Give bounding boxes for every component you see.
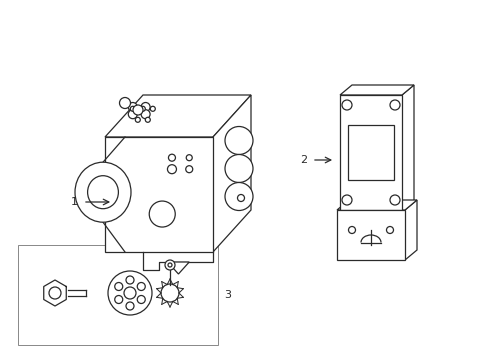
Circle shape — [150, 106, 155, 111]
Circle shape — [161, 284, 179, 302]
Polygon shape — [167, 262, 189, 274]
Circle shape — [145, 117, 150, 122]
Circle shape — [115, 283, 122, 291]
Circle shape — [126, 302, 134, 310]
Polygon shape — [404, 200, 416, 260]
Circle shape — [137, 296, 145, 303]
Polygon shape — [339, 85, 413, 95]
Bar — [347, 125, 393, 180]
Polygon shape — [336, 210, 404, 260]
Text: 3: 3 — [224, 290, 230, 300]
Circle shape — [126, 276, 134, 284]
Text: 1: 1 — [71, 197, 78, 207]
Circle shape — [128, 110, 137, 119]
Circle shape — [186, 155, 192, 161]
Polygon shape — [339, 95, 401, 210]
Circle shape — [224, 126, 252, 154]
Circle shape — [224, 154, 252, 183]
Circle shape — [168, 263, 172, 267]
Circle shape — [128, 103, 137, 112]
Circle shape — [140, 106, 145, 111]
Polygon shape — [105, 95, 250, 137]
Circle shape — [49, 287, 61, 299]
Circle shape — [119, 98, 130, 108]
Circle shape — [130, 106, 135, 111]
Ellipse shape — [87, 176, 118, 209]
Circle shape — [135, 117, 140, 122]
Circle shape — [115, 296, 122, 303]
Polygon shape — [105, 137, 213, 252]
Text: 2: 2 — [299, 155, 306, 165]
Circle shape — [224, 183, 252, 211]
Circle shape — [348, 226, 355, 234]
Polygon shape — [336, 200, 416, 210]
Circle shape — [108, 271, 152, 315]
Circle shape — [164, 260, 175, 270]
Bar — [18, 245, 218, 345]
Polygon shape — [213, 95, 250, 252]
Ellipse shape — [75, 162, 131, 222]
Circle shape — [137, 283, 145, 291]
Circle shape — [237, 194, 244, 202]
Circle shape — [133, 105, 142, 115]
Circle shape — [389, 195, 399, 205]
Circle shape — [141, 103, 150, 112]
Circle shape — [389, 100, 399, 110]
Circle shape — [185, 166, 192, 173]
Circle shape — [341, 100, 351, 110]
Circle shape — [141, 110, 150, 119]
Circle shape — [167, 165, 176, 174]
Circle shape — [341, 195, 351, 205]
Circle shape — [149, 201, 175, 227]
Circle shape — [386, 226, 393, 234]
Polygon shape — [401, 85, 413, 210]
Circle shape — [124, 287, 136, 299]
Circle shape — [168, 154, 175, 161]
